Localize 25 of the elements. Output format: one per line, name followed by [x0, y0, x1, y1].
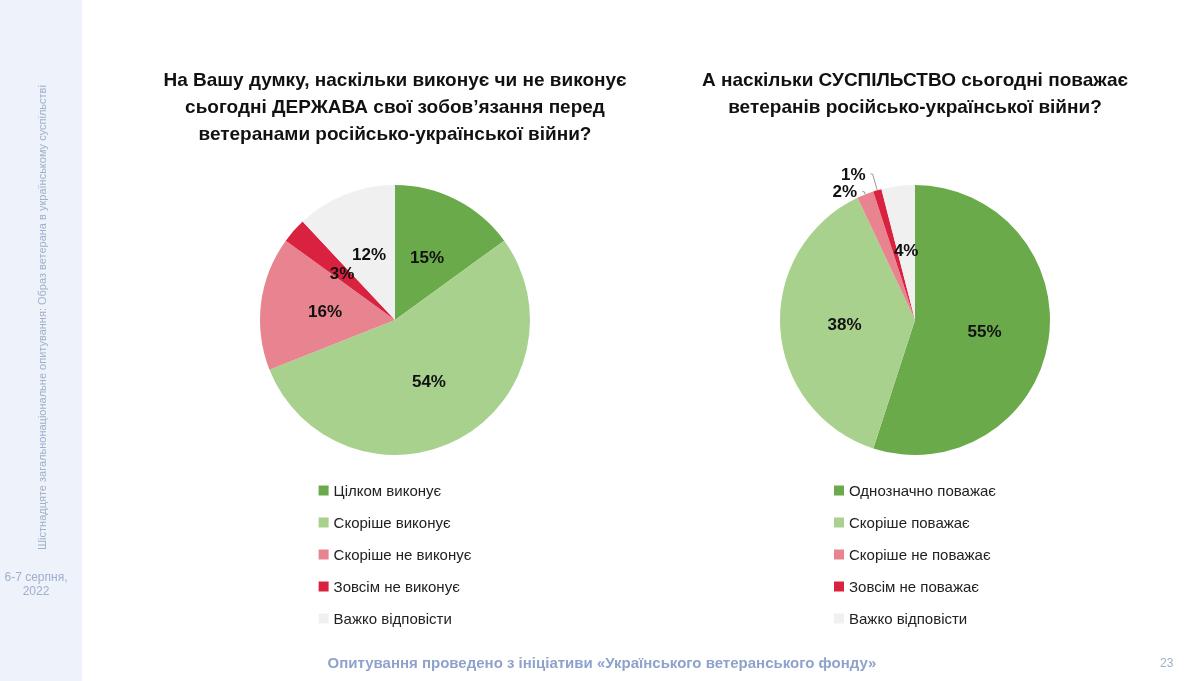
legend-label: Однозначно поважає: [849, 482, 997, 499]
text: 6-7 серпня, 2022: [3, 570, 69, 598]
data-label: 12%: [352, 244, 387, 264]
legend-label: Скоріше виконує: [333, 514, 451, 531]
chart-title: А наскільки СУСПІЛЬСТВО сьогодні поважає ветеранів російсько-української війни?: [700, 68, 1129, 119]
data-label: 55%: [967, 321, 1002, 341]
legend-label: Важко відповісти: [333, 610, 452, 627]
data-label: 38%: [827, 314, 862, 334]
text: Опитування проведено з ініціативи «Українського ветеранського фонду»: [326, 654, 878, 671]
legend-label: Важко відповісти: [849, 610, 968, 627]
legend-label: Цілком виконує: [333, 482, 442, 499]
chart-title: На Вашу думку, наскільки виконує чи не виконує сьогодні ДЕРЖАВА свої зобов’язання перед ветеранами російсько-української війни?: [162, 68, 628, 146]
data-label: 1%: [841, 164, 866, 184]
data-label: 3%: [329, 263, 355, 283]
legend-label: Скоріше не поважає: [849, 546, 991, 563]
legend-label: Скоріше поважає: [849, 514, 971, 531]
text: 23: [1160, 656, 1174, 670]
legend-label: Скоріше не виконує: [333, 546, 472, 563]
legend-label: Зовсім не поважає: [849, 578, 980, 595]
text: Шістнадцяте загальнонаціональне опитування: Образ ветерана в українському суспільстві: [36, 84, 48, 550]
legend-label: Зовсім не виконує: [333, 578, 461, 595]
data-label: 54%: [411, 372, 446, 392]
data-label: 2%: [832, 182, 858, 202]
data-label: 16%: [308, 301, 343, 321]
data-label: 15%: [409, 247, 445, 267]
